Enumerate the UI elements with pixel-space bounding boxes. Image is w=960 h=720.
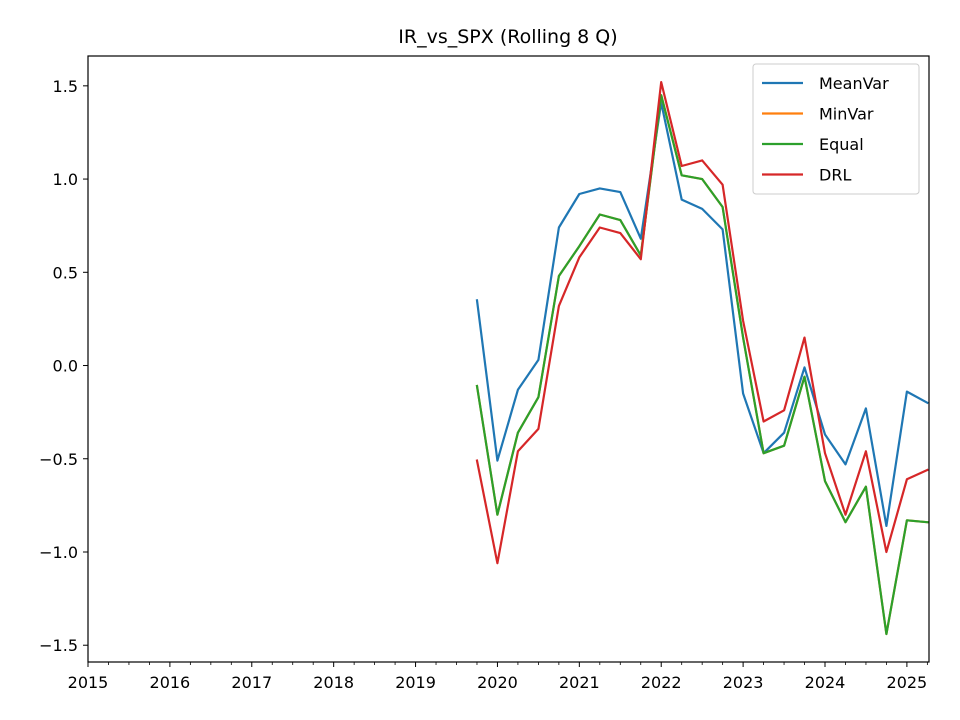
y-tick-label: 1.5 <box>53 77 78 96</box>
x-tick-label: 2023 <box>723 673 764 692</box>
x-tick-label: 2022 <box>641 673 682 692</box>
y-tick-label: −1.0 <box>39 543 78 562</box>
x-tick-label: 2019 <box>395 673 436 692</box>
x-tick-label: 2016 <box>150 673 191 692</box>
y-tick-label: 0.5 <box>53 263 78 282</box>
x-tick-label: 2024 <box>805 673 846 692</box>
series-line-equal <box>475 94 929 636</box>
legend-label: DRL <box>819 166 851 185</box>
x-tick-label: 2020 <box>477 673 518 692</box>
chart-title: IR_vs_SPX (Rolling 8 Q) <box>398 26 617 48</box>
axes-frame <box>87 55 930 663</box>
series-line-meanvar <box>475 101 929 528</box>
series-line-drl <box>475 80 929 565</box>
y-tick-label: −0.5 <box>39 450 78 469</box>
x-tick-label: 2021 <box>559 673 600 692</box>
y-tick-label: 0.0 <box>53 357 78 376</box>
x-tick-label: 2015 <box>68 673 109 692</box>
legend-label: MinVar <box>819 105 874 124</box>
y-tick-label: −1.5 <box>39 636 78 655</box>
x-tick-label: 2018 <box>313 673 354 692</box>
legend-box <box>752 63 920 195</box>
legend-label: MeanVar <box>819 74 889 93</box>
x-axis: 2015 2016 2017 2018 2019 2020 2021 2022 2023 2024… <box>68 662 928 692</box>
plot-area <box>475 80 929 636</box>
y-tick-label: 1.0 <box>53 170 78 189</box>
legend-label: Equal <box>819 135 864 154</box>
x-tick-label: 2017 <box>231 673 272 692</box>
y-axis: 1.5 1.0 0.5 0.0 −0.5 −1.0 −1.5 <box>39 77 88 655</box>
x-tick-label: 2025 <box>887 673 928 692</box>
legend: MeanVar MinVar Equal DRL <box>752 63 920 195</box>
